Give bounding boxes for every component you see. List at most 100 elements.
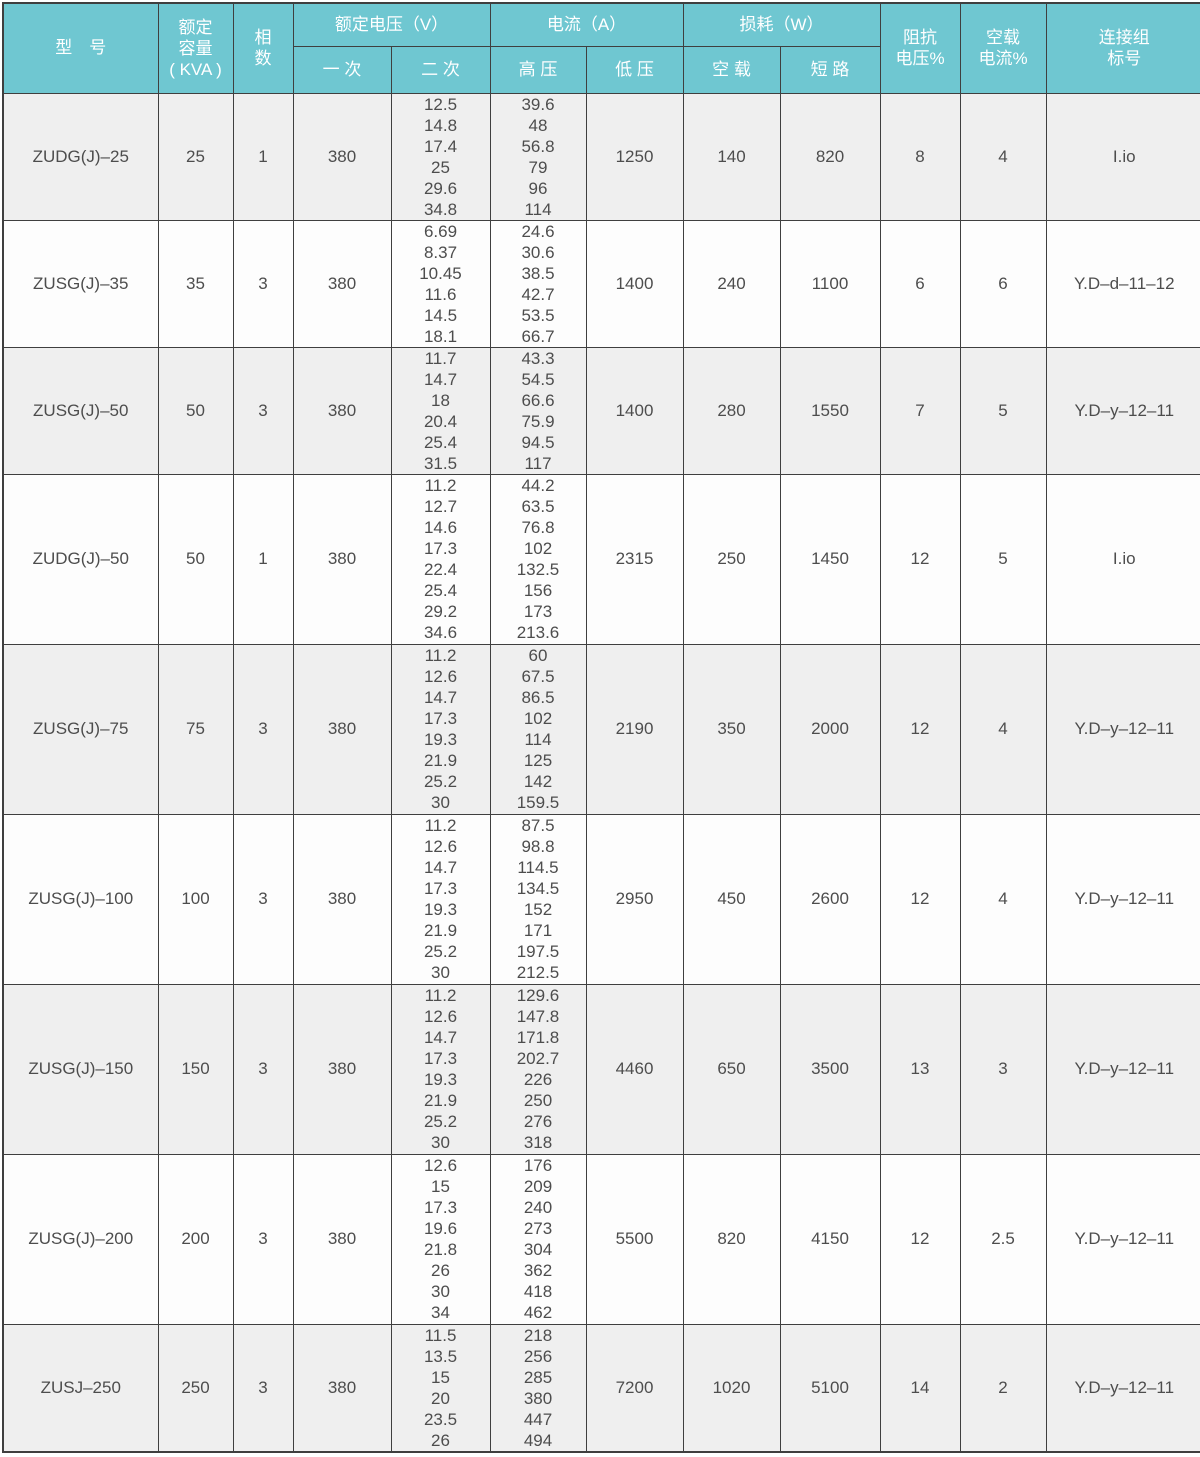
- cell-primary-voltage: 380: [292, 346, 392, 475]
- table-row: ZUSG(J)–150 150 3 380 11.2 12.6 14.7 17.3 19…: [2, 983, 1200, 1155]
- cell-lv-current: 2190: [585, 643, 684, 815]
- cell-lv-current: 1250: [585, 92, 684, 221]
- cell-short-loss: 3500: [779, 983, 881, 1155]
- cell-noload-loss: 140: [682, 92, 781, 221]
- cell-capacity: 75: [157, 643, 234, 815]
- cell-noload-current: 5: [959, 473, 1047, 645]
- cell-noload-loss: 650: [682, 983, 781, 1155]
- cell-connection-group: Y.D–y–12–11: [1045, 983, 1200, 1155]
- cell-connection-group: Y.D–y–12–11: [1045, 1323, 1200, 1452]
- header-rated-voltage-group: 额定电压（V）: [292, 2, 491, 47]
- cell-noload-current: 4: [959, 643, 1047, 815]
- cell-phases: 3: [232, 346, 294, 475]
- header-noload-loss: 空 载: [682, 45, 781, 94]
- table-row: ZUSG(J)–50 50 3 380 11.7 14.7 18 20.4 25.4 3…: [2, 346, 1200, 475]
- cell-short-loss: 5100: [779, 1323, 881, 1452]
- table-header: 型 号 额定 容量 ( KVA ) 相 数 额定电压（V） 电流（A） 损耗（W…: [2, 2, 1200, 94]
- cell-model: ZUSG(J)–150: [2, 983, 159, 1155]
- cell-impedance-voltage: 12: [879, 473, 961, 645]
- table-row: ZUDG(J)–25 25 1 380 12.5 14.8 17.4 25 29.6 3…: [2, 92, 1200, 221]
- table-row: ZUDG(J)–50 50 1 380 11.2 12.7 14.6 17.3 22.4…: [2, 473, 1200, 645]
- cell-connection-group: Y.D–y–12–11: [1045, 643, 1200, 815]
- cell-primary-voltage: 380: [292, 219, 392, 348]
- cell-noload-loss: 350: [682, 643, 781, 815]
- cell-lv-current: 4460: [585, 983, 684, 1155]
- cell-model: ZUDG(J)–25: [2, 92, 159, 221]
- cell-secondary-voltage: 12.5 14.8 17.4 25 29.6 34.8: [390, 92, 491, 221]
- header-noload-current: 空载 电流%: [959, 2, 1047, 94]
- cell-noload-current: 2: [959, 1323, 1047, 1452]
- table-row: ZUSG(J)–35 35 3 380 6.69 8.37 10.45 11.6 14.…: [2, 219, 1200, 348]
- cell-capacity: 250: [157, 1323, 234, 1452]
- cell-noload-loss: 250: [682, 473, 781, 645]
- cell-lv-current: 2950: [585, 813, 684, 985]
- cell-capacity: 50: [157, 473, 234, 645]
- header-connection-group: 连接组 标号: [1045, 2, 1200, 94]
- cell-connection-group: Y.D–y–12–11: [1045, 1153, 1200, 1325]
- cell-lv-current: 1400: [585, 346, 684, 475]
- header-short-loss: 短 路: [779, 45, 881, 94]
- cell-impedance-voltage: 14: [879, 1323, 961, 1452]
- cell-primary-voltage: 380: [292, 813, 392, 985]
- cell-hv-current: 24.6 30.6 38.5 42.7 53.5 66.7: [489, 219, 587, 348]
- cell-noload-current: 5: [959, 346, 1047, 475]
- cell-connection-group: Y.D–y–12–11: [1045, 813, 1200, 985]
- header-phases: 相 数: [232, 2, 294, 94]
- cell-secondary-voltage: 11.5 13.5 15 20 23.5 26: [390, 1323, 491, 1452]
- cell-model: ZUSG(J)–100: [2, 813, 159, 985]
- header-hv: 高 压: [489, 45, 587, 94]
- cell-impedance-voltage: 12: [879, 813, 961, 985]
- cell-impedance-voltage: 8: [879, 92, 961, 221]
- cell-short-loss: 1450: [779, 473, 881, 645]
- cell-short-loss: 4150: [779, 1153, 881, 1325]
- cell-short-loss: 820: [779, 92, 881, 221]
- cell-connection-group: Y.D–y–12–11: [1045, 346, 1200, 475]
- cell-phases: 3: [232, 1153, 294, 1325]
- cell-primary-voltage: 380: [292, 983, 392, 1155]
- cell-noload-current: 6: [959, 219, 1047, 348]
- cell-lv-current: 7200: [585, 1323, 684, 1452]
- cell-hv-current: 218 256 285 380 447 494: [489, 1323, 587, 1452]
- cell-model: ZUSG(J)–35: [2, 219, 159, 348]
- cell-primary-voltage: 380: [292, 1153, 392, 1325]
- cell-hv-current: 176 209 240 273 304 362 418 462: [489, 1153, 587, 1325]
- header-model: 型 号: [2, 2, 159, 94]
- cell-noload-current: 3: [959, 983, 1047, 1155]
- cell-secondary-voltage: 6.69 8.37 10.45 11.6 14.5 18.1: [390, 219, 491, 348]
- table-row: ZUSG(J)–75 75 3 380 11.2 12.6 14.7 17.3 19.3…: [2, 643, 1200, 815]
- cell-noload-current: 2.5: [959, 1153, 1047, 1325]
- cell-lv-current: 1400: [585, 219, 684, 348]
- cell-model: ZUSG(J)–50: [2, 346, 159, 475]
- cell-model: ZUDG(J)–50: [2, 473, 159, 645]
- cell-primary-voltage: 380: [292, 643, 392, 815]
- cell-secondary-voltage: 11.2 12.6 14.7 17.3 19.3 21.9 25.2 30: [390, 813, 491, 985]
- header-sub-row: 一 次 二 次 高 压 低 压 空 载 短 路: [3, 45, 1200, 94]
- cell-primary-voltage: 380: [292, 1323, 392, 1452]
- cell-short-loss: 2000: [779, 643, 881, 815]
- cell-short-loss: 1100: [779, 219, 881, 348]
- table-row: ZUSG(J)–200 200 3 380 12.6 15 17.3 19.6 21.8…: [2, 1153, 1200, 1325]
- cell-capacity: 25: [157, 92, 234, 221]
- cell-model: ZUSG(J)–75: [2, 643, 159, 815]
- cell-secondary-voltage: 11.2 12.6 14.7 17.3 19.3 21.9 25.2 30: [390, 643, 491, 815]
- cell-secondary-voltage: 11.2 12.7 14.6 17.3 22.4 25.4 29.2 34.6: [390, 473, 491, 645]
- cell-hv-current: 39.6 48 56.8 79 96 114: [489, 92, 587, 221]
- cell-impedance-voltage: 6: [879, 219, 961, 348]
- cell-impedance-voltage: 7: [879, 346, 961, 475]
- cell-connection-group: Y.D–d–11–12: [1045, 219, 1200, 348]
- cell-model: ZUSJ–250: [2, 1323, 159, 1452]
- cell-secondary-voltage: 11.2 12.6 14.7 17.3 19.3 21.9 25.2 30: [390, 983, 491, 1155]
- header-loss-group: 损耗（W）: [682, 2, 881, 47]
- cell-impedance-voltage: 12: [879, 1153, 961, 1325]
- cell-noload-loss: 1020: [682, 1323, 781, 1452]
- cell-primary-voltage: 380: [292, 92, 392, 221]
- cell-noload-loss: 280: [682, 346, 781, 475]
- header-group-row: 型 号 额定 容量 ( KVA ) 相 数 额定电压（V） 电流（A） 损耗（W…: [2, 2, 1200, 94]
- cell-phases: 3: [232, 813, 294, 985]
- cell-phases: 3: [232, 643, 294, 815]
- cell-phases: 3: [232, 983, 294, 1155]
- header-secondary: 二 次: [390, 45, 491, 94]
- cell-lv-current: 2315: [585, 473, 684, 645]
